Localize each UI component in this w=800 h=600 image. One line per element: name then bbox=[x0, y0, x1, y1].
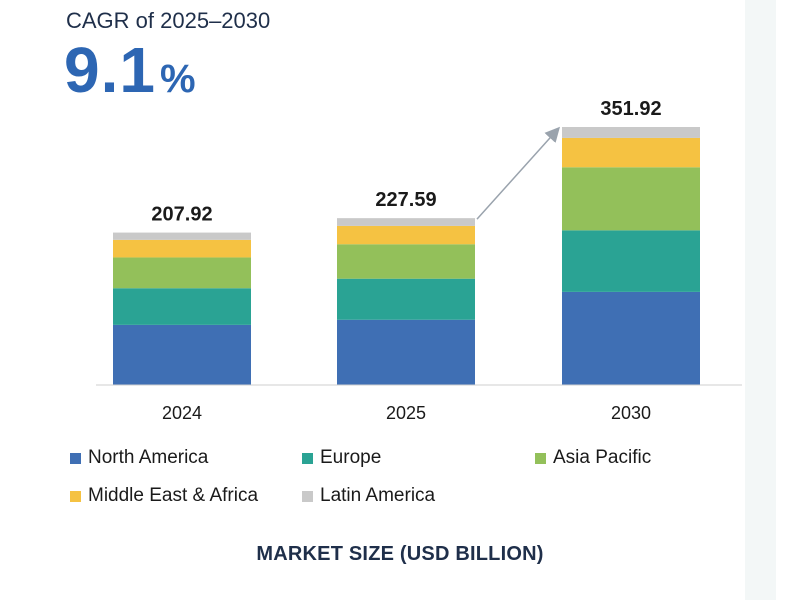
legend-swatch bbox=[70, 452, 81, 464]
bar-segment-2030-north-america bbox=[562, 291, 700, 385]
cagr-number: 9.1 bbox=[64, 34, 156, 106]
growth-arrow bbox=[476, 126, 561, 220]
legend-swatch bbox=[302, 452, 313, 464]
x-tick-label-2025: 2025 bbox=[386, 403, 426, 423]
bar-segment-2024-latin-america bbox=[113, 232, 251, 240]
cagr-value: 9.1% bbox=[64, 38, 197, 102]
cagr-label: CAGR of 2025–2030 bbox=[66, 8, 271, 33]
bar-segment-2030-europe bbox=[562, 230, 700, 292]
legend-label: Latin America bbox=[320, 485, 436, 506]
bar-segment-2025-europe bbox=[337, 278, 475, 320]
legend-item-europe: Europe bbox=[302, 447, 381, 469]
legend-swatch bbox=[70, 490, 81, 502]
labels-group: 207.92 2024 227.59 2025 351.92 2030 bbox=[151, 98, 661, 423]
bar-segment-2025-asia-pacific bbox=[337, 244, 475, 279]
background-strip bbox=[745, 0, 776, 600]
bar-total-label-2024: 207.92 bbox=[151, 204, 212, 226]
legend-item-middle-east-africa: Middle East & Africa bbox=[70, 485, 258, 507]
legend-label: Asia Pacific bbox=[553, 447, 652, 468]
legend-swatch bbox=[535, 452, 546, 464]
bar-segment-2024-asia-pacific bbox=[113, 257, 251, 289]
bar-segment-2030-asia-pacific bbox=[562, 167, 700, 231]
bar-segment-2025-middle-east-africa bbox=[337, 225, 475, 245]
bar-segment-2024-north-america bbox=[113, 324, 251, 385]
legend-item-latin-america: Latin America bbox=[302, 485, 435, 507]
legend-item-north-america: North America bbox=[70, 447, 208, 469]
bar-segment-2024-europe bbox=[113, 288, 251, 325]
legend-swatch bbox=[302, 490, 313, 502]
bar-segment-2024-middle-east-africa bbox=[113, 239, 251, 258]
bar-segment-2030-middle-east-africa bbox=[562, 137, 700, 168]
bar-segment-2025-latin-america bbox=[337, 218, 475, 226]
legend-label: Middle East & Africa bbox=[88, 485, 259, 506]
cagr-unit: % bbox=[159, 57, 197, 101]
bar-total-label-2030: 351.92 bbox=[600, 98, 661, 120]
background-edge bbox=[776, 0, 800, 600]
x-tick-label-2024: 2024 bbox=[162, 403, 202, 423]
bar-total-label-2025: 227.59 bbox=[375, 189, 436, 211]
bar-segment-2030-latin-america bbox=[562, 127, 700, 138]
legend-label: North America bbox=[88, 447, 209, 468]
legend-item-asia-pacific: Asia Pacific bbox=[535, 447, 651, 469]
bars-group bbox=[113, 127, 700, 385]
x-axis-title: MARKET SIZE (USD BILLION) bbox=[256, 543, 544, 565]
x-tick-label-2030: 2030 bbox=[611, 403, 651, 423]
legend-label: Europe bbox=[320, 447, 382, 468]
bar-segment-2025-north-america bbox=[337, 319, 475, 385]
